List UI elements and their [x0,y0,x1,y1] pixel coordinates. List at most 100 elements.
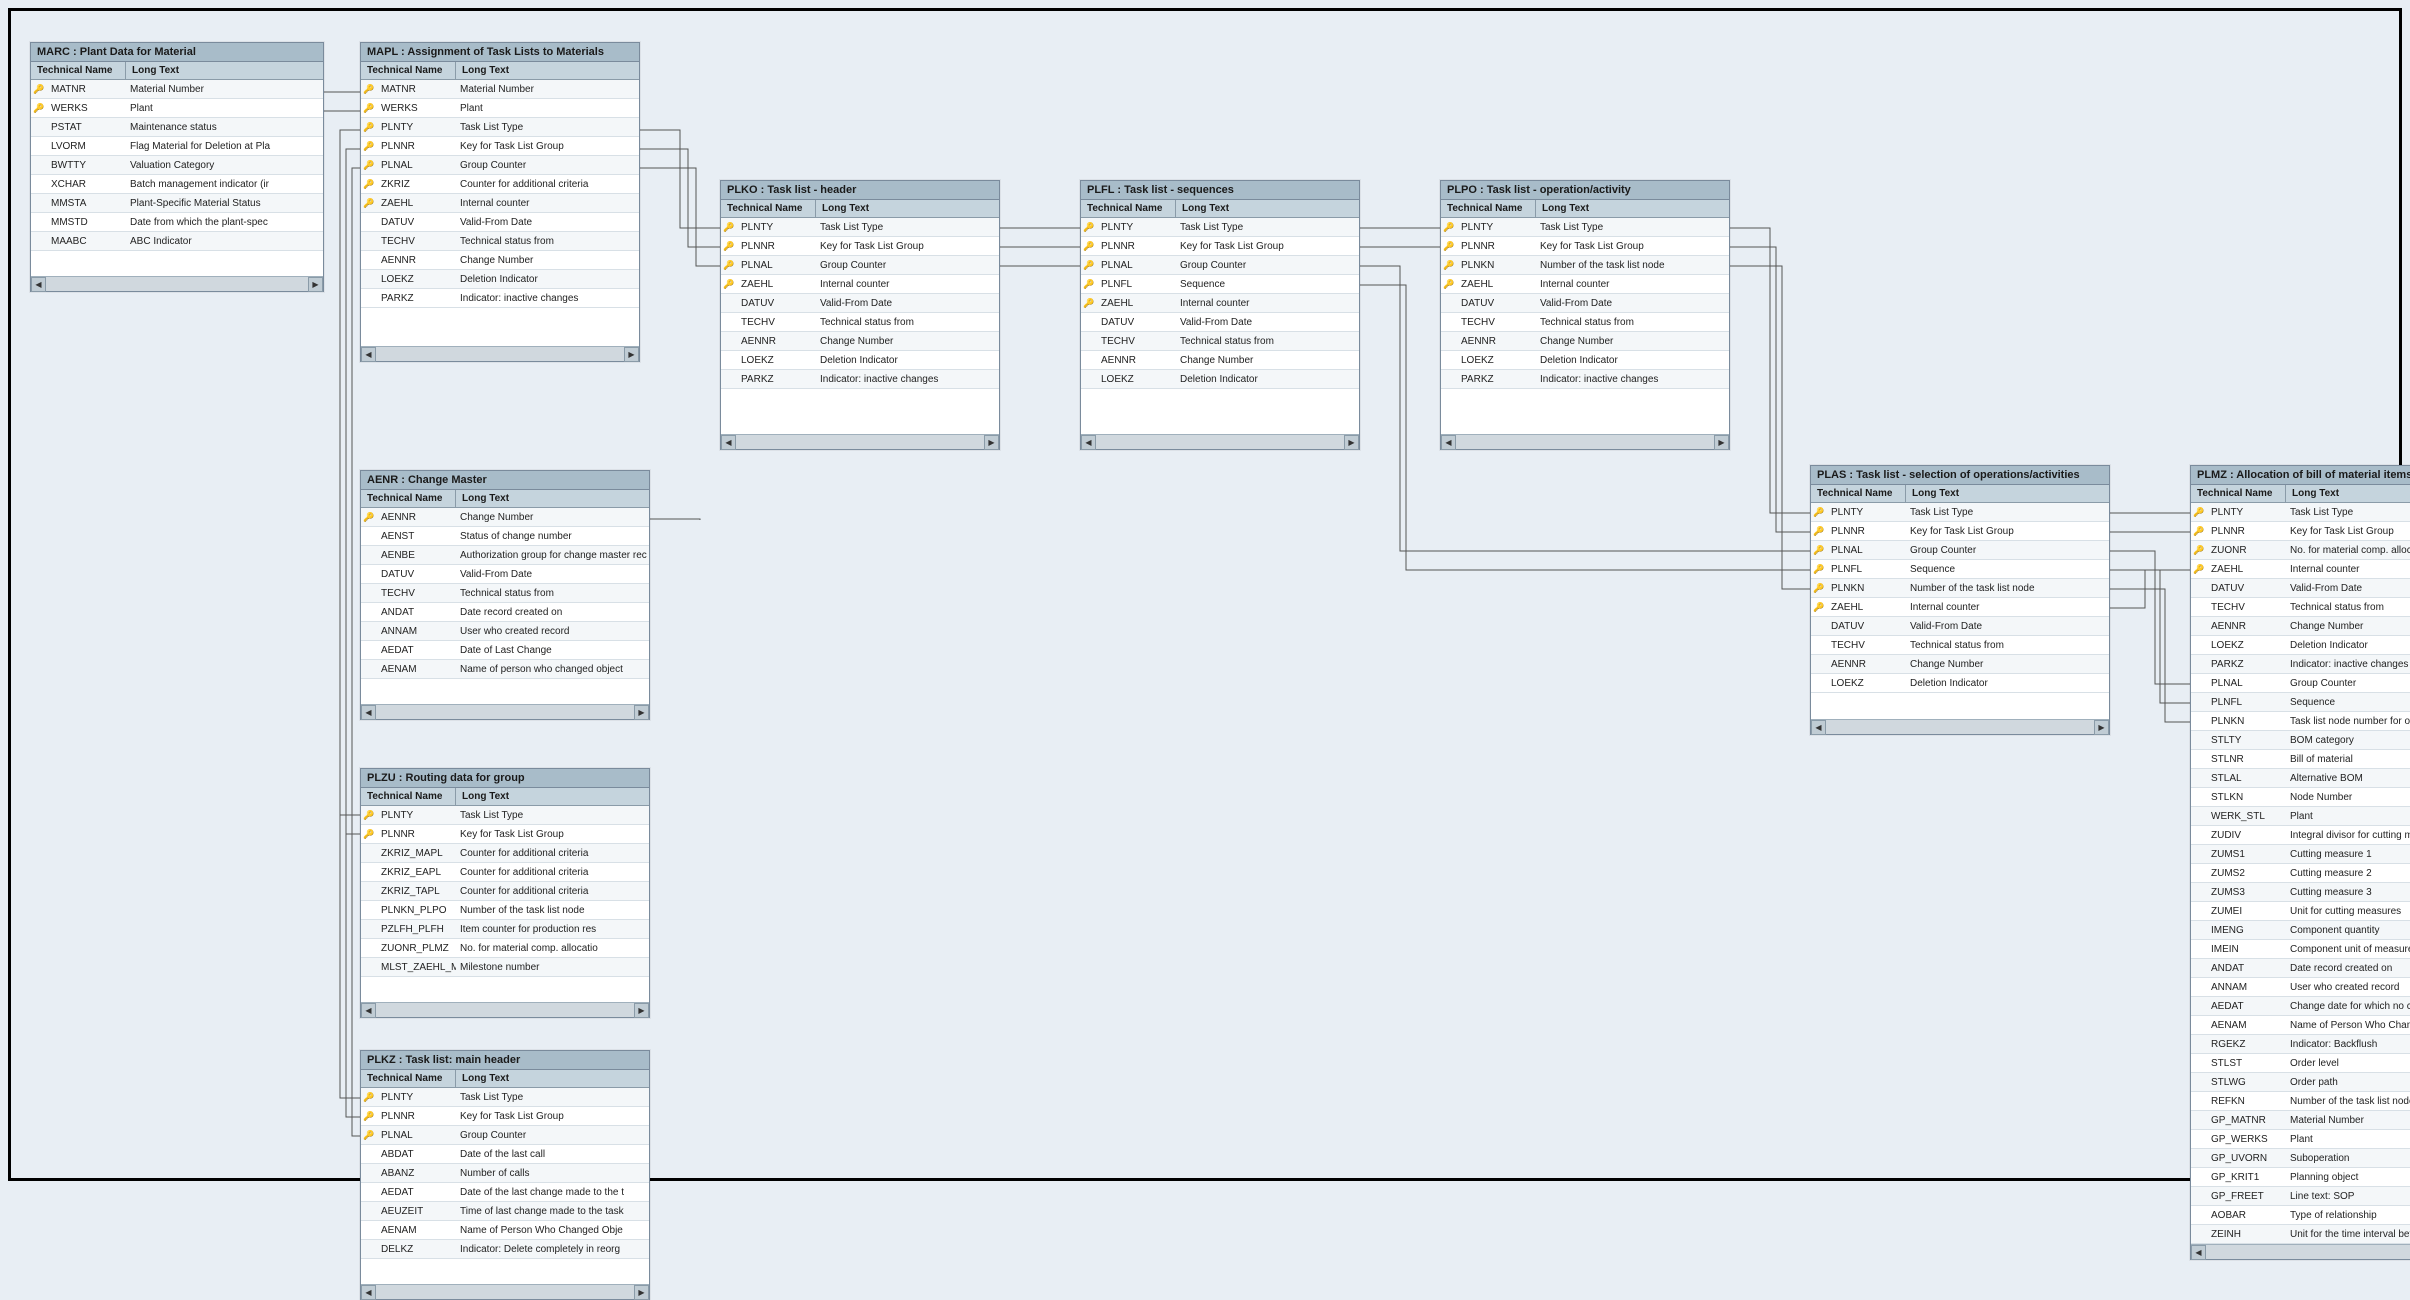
entity-PLKO[interactable]: PLKO : Task list - headerTechnical NameL… [720,180,1000,450]
table-row[interactable]: 🔑PLNNRKey for Task List Group [361,137,639,156]
table-row[interactable]: GP_MATNRMaterial Number [2191,1111,2410,1130]
scrollbar-horizontal[interactable]: ◀▶ [361,704,649,719]
table-row[interactable]: ANDATDate record created on [2191,959,2410,978]
scrollbar-horizontal[interactable]: ◀▶ [31,276,323,291]
table-row[interactable]: ABDATDate of the last call [361,1145,649,1164]
scroll-left-icon[interactable]: ◀ [2191,1245,2206,1260]
table-row[interactable]: 🔑PLNTYTask List Type [361,806,649,825]
table-row[interactable]: ZEINHUnit for the time interval between … [2191,1225,2410,1244]
table-row[interactable]: GP_WERKSPlant [2191,1130,2410,1149]
table-row[interactable]: BWTTYValuation Category [31,156,323,175]
table-row[interactable]: GP_UVORNSuboperation [2191,1149,2410,1168]
entity-AENR[interactable]: AENR : Change MasterTechnical NameLong T… [360,470,650,720]
table-row[interactable]: ZUMS2Cutting measure 2 [2191,864,2410,883]
scrollbar-horizontal[interactable]: ◀▶ [1811,719,2109,734]
table-row[interactable]: 🔑PLNALGroup Counter [1081,256,1359,275]
table-row[interactable]: 🔑ZAEHLInternal counter [361,194,639,213]
table-row[interactable]: 🔑PLNNRKey for Task List Group [1441,237,1729,256]
table-row[interactable]: ZKRIZ_EAPLCounter for additional criteri… [361,863,649,882]
scroll-left-icon[interactable]: ◀ [1081,435,1096,450]
scrollbar-horizontal[interactable]: ◀▶ [361,1284,649,1299]
table-row[interactable]: ANNAMUser who created record [361,622,649,641]
table-row[interactable]: 🔑MATNRMaterial Number [361,80,639,99]
table-row[interactable]: 🔑ZUONRNo. for material comp. allocation … [2191,541,2410,560]
table-row[interactable]: ANDATDate record created on [361,603,649,622]
table-row[interactable]: 🔑PLNFLSequence [1811,560,2109,579]
table-row[interactable]: AENAMName of Person Who Changed Obje [361,1221,649,1240]
table-row[interactable]: DATUVValid-From Date [361,565,649,584]
table-row[interactable]: DATUVValid-From Date [361,213,639,232]
scroll-left-icon[interactable]: ◀ [361,1003,376,1018]
table-row[interactable]: ZUMS1Cutting measure 1 [2191,845,2410,864]
table-row[interactable]: AENAMName of Person Who Changed Obje [2191,1016,2410,1035]
scroll-left-icon[interactable]: ◀ [1811,720,1826,735]
table-row[interactable]: LOEKZDeletion Indicator [361,270,639,289]
scrollbar-horizontal[interactable]: ◀▶ [1441,434,1729,449]
table-row[interactable]: AENNRChange Number [1441,332,1729,351]
table-row[interactable]: MMSTDDate from which the plant-spec [31,213,323,232]
table-row[interactable]: 🔑PLNTYTask List Type [2191,503,2410,522]
entity-PLAS[interactable]: PLAS : Task list - selection of operatio… [1810,465,2110,735]
table-row[interactable]: ANNAMUser who created record [2191,978,2410,997]
table-row[interactable]: PARKZIndicator: inactive changes [361,289,639,308]
table-row[interactable]: AENBEAuthorization group for change mast… [361,546,649,565]
table-row[interactable]: PLNALGroup Counter [2191,674,2410,693]
scrollbar-horizontal[interactable]: ◀▶ [361,1002,649,1017]
table-row[interactable]: 🔑PLNALGroup Counter [361,156,639,175]
table-row[interactable]: AEDATDate of Last Change [361,641,649,660]
scrollbar-horizontal[interactable]: ◀▶ [361,346,639,361]
table-row[interactable]: 🔑ZKRIZCounter for additional criteria [361,175,639,194]
scrollbar-horizontal[interactable]: ◀▶ [1081,434,1359,449]
table-row[interactable]: AENAMName of person who changed object [361,660,649,679]
table-row[interactable]: 🔑PLNTYTask List Type [1081,218,1359,237]
table-row[interactable]: XCHARBatch management indicator (ir [31,175,323,194]
table-row[interactable]: TECHVTechnical status from [2191,598,2410,617]
table-row[interactable]: 🔑WERKSPlant [31,99,323,118]
entity-PLPO[interactable]: PLPO : Task list - operation/activityTec… [1440,180,1730,450]
table-row[interactable]: PARKZIndicator: inactive changes [2191,655,2410,674]
table-row[interactable]: ZUDIVIntegral divisor for cutting measur… [2191,826,2410,845]
table-row[interactable]: TECHVTechnical status from [361,232,639,251]
table-row[interactable]: TECHVTechnical status from [1081,332,1359,351]
table-row[interactable]: 🔑ZAEHLInternal counter [1811,598,2109,617]
table-row[interactable]: DATUVValid-From Date [2191,579,2410,598]
scroll-left-icon[interactable]: ◀ [721,435,736,450]
table-row[interactable]: TECHVTechnical status from [1441,313,1729,332]
table-row[interactable]: 🔑PLNALGroup Counter [361,1126,649,1145]
table-row[interactable]: AENNRChange Number [1811,655,2109,674]
table-row[interactable]: ZKRIZ_MAPLCounter for additional criteri… [361,844,649,863]
scroll-right-icon[interactable]: ▶ [634,1003,649,1018]
table-row[interactable]: STLALAlternative BOM [2191,769,2410,788]
table-row[interactable]: AENNRChange Number [721,332,999,351]
table-row[interactable]: LOEKZDeletion Indicator [1081,370,1359,389]
table-row[interactable]: GP_FREETLine text: SOP [2191,1187,2410,1206]
table-row[interactable]: TECHVTechnical status from [721,313,999,332]
table-row[interactable]: PSTATMaintenance status [31,118,323,137]
table-row[interactable]: WERK_STLPlant [2191,807,2410,826]
table-row[interactable]: IMEINComponent unit of measure [2191,940,2410,959]
table-row[interactable]: DATUVValid-From Date [1441,294,1729,313]
table-row[interactable]: 🔑PLNNRKey for Task List Group [1081,237,1359,256]
scroll-left-icon[interactable]: ◀ [1441,435,1456,450]
table-row[interactable]: LOEKZDeletion Indicator [2191,636,2410,655]
scroll-right-icon[interactable]: ▶ [634,705,649,720]
table-row[interactable]: 🔑PLNNRKey for Task List Group [1811,522,2109,541]
table-row[interactable]: STLNRBill of material [2191,750,2410,769]
table-row[interactable]: 🔑PLNNRKey for Task List Group [361,1107,649,1126]
table-row[interactable]: 🔑MATNRMaterial Number [31,80,323,99]
scroll-right-icon[interactable]: ▶ [308,277,323,292]
table-row[interactable]: 🔑PLNKNNumber of the task list node [1811,579,2109,598]
table-row[interactable]: STLKNNode Number [2191,788,2410,807]
table-row[interactable]: DATUVValid-From Date [1081,313,1359,332]
entity-PLFL[interactable]: PLFL : Task list - sequencesTechnical Na… [1080,180,1360,450]
table-row[interactable]: 🔑WERKSPlant [361,99,639,118]
table-row[interactable]: RGEKZIndicator: Backflush [2191,1035,2410,1054]
scroll-right-icon[interactable]: ▶ [2094,720,2109,735]
table-row[interactable]: 🔑PLNNRKey for Task List Group [361,825,649,844]
table-row[interactable]: ZKRIZ_TAPLCounter for additional criteri… [361,882,649,901]
table-row[interactable]: STLSTOrder level [2191,1054,2410,1073]
table-row[interactable]: AENNRChange Number [361,251,639,270]
scroll-right-icon[interactable]: ▶ [984,435,999,450]
table-row[interactable]: AOBARType of relationship [2191,1206,2410,1225]
scroll-left-icon[interactable]: ◀ [361,705,376,720]
